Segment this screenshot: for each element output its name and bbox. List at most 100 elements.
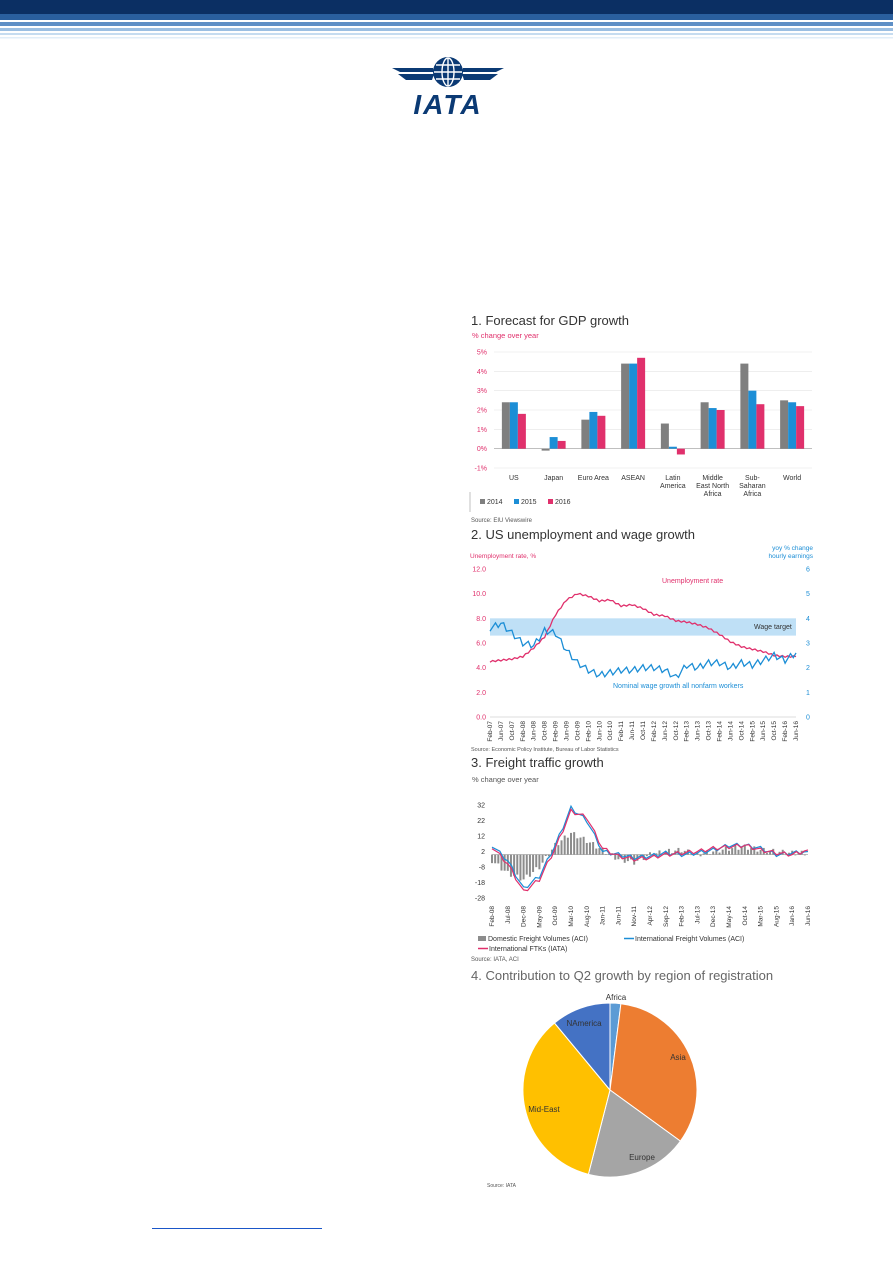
chart2-ytick-left: 10.0: [472, 591, 486, 598]
chart3-bar: [690, 854, 693, 856]
chart2-annot-unemployment: Unemployment rate: [662, 578, 723, 585]
chart2-annot-wage-target: Wage target: [754, 624, 792, 631]
chart1-bar-2014: [780, 400, 789, 449]
chart3-bar: [497, 854, 500, 864]
chart3-bar: [592, 842, 595, 855]
chart1-ytick: 4%: [477, 369, 487, 376]
chart3-freight-traffic: -28 -18 -8 2 12 22 32 Feb-08 Jul-08 Dec-08 May-09 O…: [475, 803, 812, 954]
chart3-xtick: Dec-08: [521, 906, 528, 927]
chart1-category-label: Africa: [704, 491, 722, 498]
chart4-label: NAmerica: [566, 1019, 602, 1028]
chart3-bar: [573, 832, 576, 855]
header-banner: [0, 0, 893, 39]
chart1-ytick: -1%: [475, 466, 487, 473]
chart2-ytick-left: 8.0: [476, 616, 486, 623]
chart1-bar-2016: [676, 448, 685, 455]
chart2-xtick: Oct-10: [607, 721, 614, 741]
chart2-source: Source: Economic Policy Institute, Burea…: [471, 747, 619, 753]
chart1-category-label: Latin: [665, 475, 680, 482]
chart1-ytick: 3%: [477, 388, 487, 395]
chart3-subtitle: % change over year: [472, 775, 539, 784]
chart2-xtick: Oct-15: [771, 721, 778, 741]
chart3-xtick: Jan-16: [789, 906, 796, 926]
chart2-xtick: Oct-14: [738, 721, 745, 741]
chart3-bar: [734, 845, 737, 855]
chart3-bar: [563, 835, 566, 855]
chart3-bar: [576, 838, 579, 855]
chart3-bar: [535, 854, 538, 868]
chart3-bar: [712, 851, 715, 855]
chart3-xtick: Jun-16: [805, 906, 812, 926]
chart4-slice-mid-east: [522, 1022, 611, 1175]
chart3-xtick: Feb-08: [489, 906, 496, 927]
chart3-bar: [595, 848, 598, 855]
chart3-bar: [784, 854, 787, 856]
chart3-xtick: Aug-15: [773, 906, 780, 927]
chart2-xtick: Oct-13: [706, 721, 713, 741]
chart1-category-label: Middle: [702, 475, 723, 482]
chart1-bar-2015: [748, 390, 757, 449]
chart1-source: Source: EIU Viewswire: [471, 518, 532, 524]
chart3-bar: [731, 848, 734, 855]
chart2-xtick: Jun-14: [727, 721, 734, 741]
chart2-xtick: Jun-12: [662, 721, 669, 741]
chart3-ytick: -28: [475, 896, 485, 903]
chart1-bar-2014: [740, 363, 749, 449]
chart3-bar: [699, 854, 702, 857]
chart1-category-label: East North: [696, 483, 729, 490]
chart3-xtick: May-09: [536, 906, 543, 928]
chart3-bar: [582, 836, 585, 855]
iata-logo: IATA: [392, 57, 504, 120]
chart4-slice-namerica: [553, 1002, 611, 1092]
chart1-bar-2014: [700, 402, 709, 449]
chart1-bar-2015: [589, 411, 598, 449]
chart1-legend-label: 2015: [521, 499, 537, 506]
chart1-category-label: ASEAN: [621, 475, 645, 482]
chart1-bar-2015: [708, 408, 717, 449]
chart2-left-axis-label: Unemployment rate, %: [470, 553, 536, 560]
chart3-xtick: Sep-12: [663, 906, 670, 927]
chart3-bar: [743, 844, 746, 855]
chart2-ytick-left: 4.0: [476, 665, 486, 672]
chart3-bar: [491, 854, 493, 864]
chart3-legend-label: International FTKs (IATA): [489, 946, 567, 953]
chart3-bar: [506, 854, 509, 871]
chart3-xtick: Apr-12: [647, 906, 654, 926]
chart2-ytick-left: 2.0: [476, 690, 486, 697]
chart3-bar: [680, 852, 683, 855]
chart3-bar: [677, 847, 680, 855]
chart3-bar: [649, 852, 651, 855]
chart2-us-unemployment-wage: Unemployment rate, % yoy % change hourly…: [470, 545, 814, 742]
chart2-xtick: Jun-11: [629, 721, 636, 741]
chart1-ytick: 2%: [477, 408, 487, 415]
chart3-bar: [617, 854, 620, 860]
chart2-xtick: Oct-07: [509, 721, 516, 741]
chart3-bar: [532, 854, 535, 872]
chart1-bar-2015: [668, 446, 677, 449]
footer-link[interactable]: [152, 1214, 322, 1229]
chart1-category-label: US: [509, 475, 519, 482]
chart3-bar: [604, 854, 607, 855]
chart2-ytick-right: 4: [806, 616, 810, 623]
chart3-bar: [686, 849, 689, 855]
chart2-ytick-right: 0: [806, 715, 810, 722]
chart3-bar: [513, 854, 516, 876]
chart3-bar: [519, 854, 522, 881]
chart3-legend-label: Domestic Freight Volumes (ACI): [488, 936, 588, 943]
chart3-bar: [522, 854, 525, 880]
chart3-bar: [566, 837, 569, 855]
chart1-category-label: Africa: [743, 491, 761, 498]
chart2-ytick-left: 12.0: [472, 567, 486, 574]
chart4-title: 4. Contribution to Q2 growth by region o…: [471, 968, 774, 983]
chart2-xtick: Jun-13: [695, 721, 702, 741]
chart2-xtick: Oct-08: [542, 721, 549, 741]
chart3-bar: [756, 851, 759, 855]
chart2-xtick: Feb-10: [585, 721, 592, 742]
chart1-bar-2016: [796, 406, 805, 449]
chart3-ytick: 32: [477, 803, 485, 810]
chart1-ytick: 0%: [477, 446, 487, 453]
chart2-ytick-right: 3: [806, 641, 810, 648]
chart4-label: Asia: [670, 1053, 686, 1062]
chart2-ytick-left: 6.0: [476, 641, 486, 648]
chart3-bar: [750, 848, 753, 855]
